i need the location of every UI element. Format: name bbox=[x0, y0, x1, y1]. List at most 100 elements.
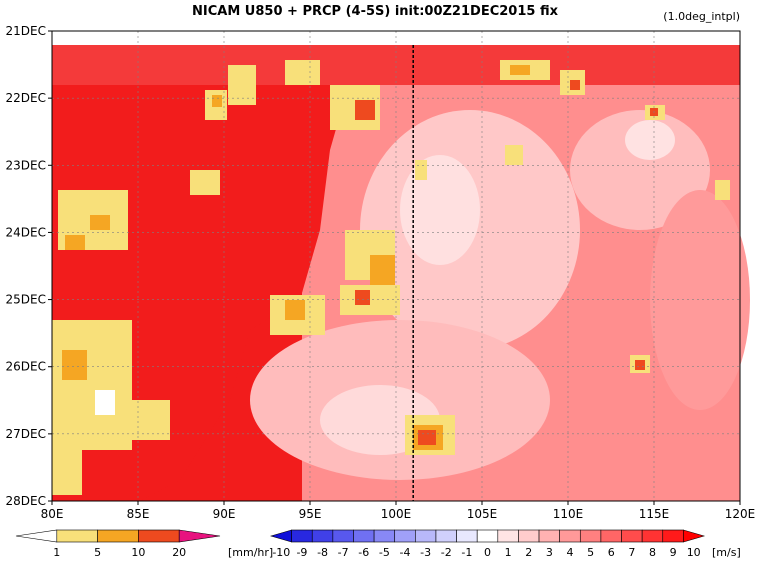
wind-weakest-east bbox=[625, 120, 675, 160]
legend-swatch bbox=[518, 529, 540, 543]
x-tick-label: 115E bbox=[639, 507, 670, 521]
legend-tick-label: -8 bbox=[317, 546, 328, 559]
y-tick-label: 25DEC bbox=[6, 293, 46, 307]
legend-swatch bbox=[97, 529, 139, 543]
y-axis-ticks: 21DEC 22DEC 23DEC 24DEC 25DEC 26DEC 27DEC 28DEC bbox=[6, 24, 52, 508]
legend-tick-label: -4 bbox=[400, 546, 411, 559]
y-tick-label: 23DEC bbox=[6, 158, 46, 172]
gridlines bbox=[52, 31, 740, 501]
legend-swatch bbox=[332, 529, 354, 543]
legend-swatch bbox=[559, 529, 581, 543]
chart-title: NICAM U850 + PRCP (4-5S) init:00Z21DEC20… bbox=[192, 4, 559, 19]
legend-tick-label: -7 bbox=[338, 546, 349, 559]
legend-swatch bbox=[269, 529, 292, 543]
precip-patch bbox=[505, 145, 523, 165]
legend-swatch bbox=[579, 529, 602, 543]
legend-tick-label: 5 bbox=[94, 546, 101, 559]
legend-swatch bbox=[621, 529, 643, 543]
legend-tick-label: -6 bbox=[358, 546, 369, 559]
precip-patch bbox=[90, 215, 110, 230]
legend-swatch bbox=[56, 529, 98, 543]
legend-unit-label: [m/s] bbox=[712, 546, 741, 559]
precip-patch bbox=[355, 290, 370, 305]
legend-tick-label: 20 bbox=[172, 546, 186, 559]
precip-patch bbox=[370, 255, 395, 285]
chart-subtitle: (1.0deg_intpl) bbox=[663, 10, 740, 23]
legend-unit-label: [mm/hr] bbox=[228, 546, 273, 559]
legend-tick-label: 3 bbox=[546, 546, 553, 559]
precip-patch bbox=[415, 160, 427, 180]
legend-tick-label: -2 bbox=[441, 546, 452, 559]
legend-tick-label: 6 bbox=[608, 546, 615, 559]
x-tick-label: 120E bbox=[725, 507, 756, 521]
legend-swatch bbox=[291, 529, 313, 543]
x-tick-label: 95E bbox=[299, 507, 322, 521]
x-tick-label: 110E bbox=[553, 507, 584, 521]
legend-swatch bbox=[373, 529, 396, 543]
x-axis-ticks: 80E 85E 90E 95E 100E 105E 110E 115E 120E bbox=[41, 501, 756, 521]
precip-patch bbox=[355, 100, 375, 120]
precip-patch bbox=[95, 390, 115, 415]
legend-tick-label: 10 bbox=[687, 546, 701, 559]
precip-patch bbox=[228, 65, 256, 105]
legend-tick-label: 9 bbox=[670, 546, 677, 559]
x-tick-label: 90E bbox=[213, 507, 236, 521]
legend-tick-label: 0 bbox=[484, 546, 491, 559]
wind-moderate-east bbox=[650, 190, 750, 410]
y-tick-label: 21DEC bbox=[6, 24, 46, 38]
x-tick-label: 85E bbox=[127, 507, 150, 521]
precip-patch bbox=[52, 450, 82, 495]
legend-swatch bbox=[497, 529, 519, 543]
precip-patch bbox=[510, 65, 530, 75]
legend-swatch bbox=[394, 529, 416, 543]
plot-area bbox=[52, 31, 750, 501]
precip-patch bbox=[52, 320, 132, 450]
precip-patch bbox=[715, 180, 730, 200]
precip-patch bbox=[212, 95, 222, 107]
wind-weakest-center bbox=[400, 155, 480, 265]
legend-tick-label: 5 bbox=[587, 546, 594, 559]
legend-swatch bbox=[600, 529, 622, 543]
legend-tick-label: 7 bbox=[628, 546, 635, 559]
legend-swatch bbox=[456, 529, 478, 543]
legend-tick-label: -10 bbox=[272, 546, 290, 559]
y-tick-label: 24DEC bbox=[6, 225, 46, 239]
precip-patch bbox=[65, 235, 85, 250]
precip-patch bbox=[190, 170, 220, 195]
legend-swatch bbox=[538, 529, 560, 543]
legend-tick-label: 2 bbox=[525, 546, 532, 559]
legend-swatch bbox=[662, 529, 684, 543]
x-tick-label: 80E bbox=[41, 507, 64, 521]
precip-patch bbox=[62, 350, 87, 380]
precip-patch bbox=[635, 360, 645, 370]
legend-swatch bbox=[15, 529, 58, 543]
precip-patch bbox=[130, 400, 170, 440]
y-tick-label: 27DEC bbox=[6, 427, 46, 441]
precip-patch bbox=[418, 430, 436, 445]
x-tick-label: 100E bbox=[381, 507, 412, 521]
precip-patch bbox=[285, 300, 305, 320]
legend-tick-label: 8 bbox=[649, 546, 656, 559]
y-tick-label: 22DEC bbox=[6, 91, 46, 105]
legend-tick-label: -9 bbox=[296, 546, 307, 559]
y-tick-label: 28DEC bbox=[6, 494, 46, 508]
y-tick-label: 26DEC bbox=[6, 360, 46, 374]
precip-patch bbox=[570, 80, 580, 90]
legend-swatch bbox=[476, 529, 499, 543]
legend-swatch bbox=[178, 529, 221, 543]
legend-tick-label: 4 bbox=[566, 546, 573, 559]
legend-tick-label: 10 bbox=[131, 546, 145, 559]
x-tick-label: 105E bbox=[467, 507, 498, 521]
legend-tick-label: -1 bbox=[461, 546, 472, 559]
legend-swatch bbox=[683, 529, 706, 543]
legend-swatch bbox=[641, 529, 664, 543]
legend-swatch bbox=[435, 529, 457, 543]
precip-legend: 1 5 10 20 [mm/hr] bbox=[15, 529, 273, 559]
precip-field bbox=[52, 60, 730, 495]
precip-patch bbox=[285, 60, 320, 85]
legend-swatch bbox=[353, 529, 375, 543]
legend-swatch bbox=[138, 529, 180, 543]
legend-tick-label: 1 bbox=[505, 546, 512, 559]
legend-tick-label: -5 bbox=[379, 546, 390, 559]
